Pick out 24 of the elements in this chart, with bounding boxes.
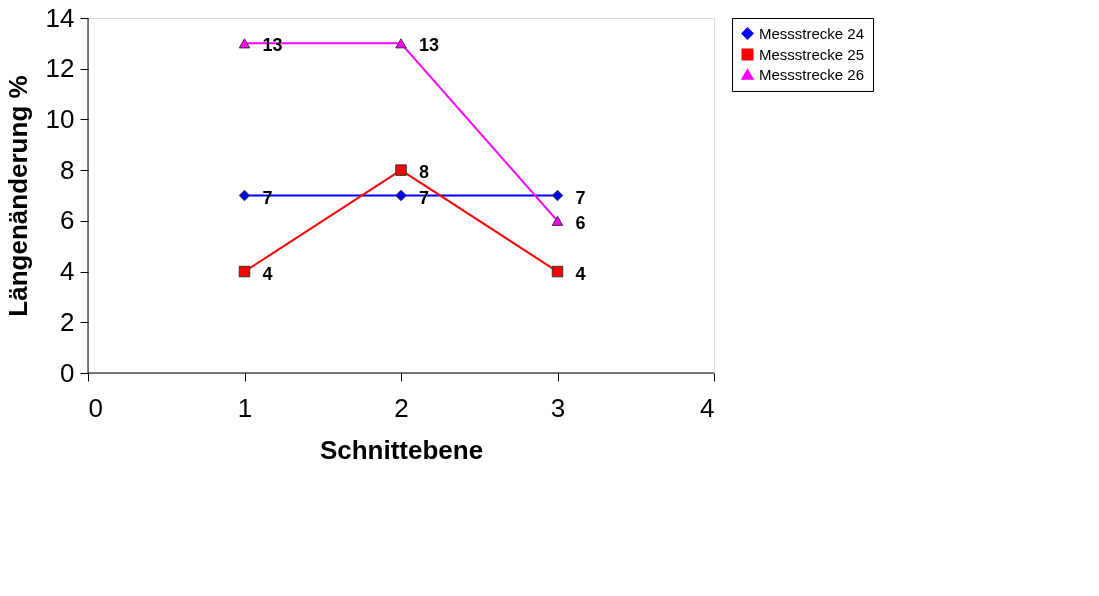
legend-label: Messstrecke 26 (759, 65, 865, 83)
x-tick-label: 2 (394, 392, 409, 423)
y-tick-label: 10 (45, 103, 75, 134)
y-tick-label: 14 (45, 2, 75, 33)
y-tick-label: 6 (60, 205, 75, 236)
y-tick-label: 4 (60, 256, 75, 287)
data-label: 4 (262, 263, 273, 284)
x-tick-label: 0 (88, 392, 103, 423)
x-axis-title: Schnittebene (319, 434, 484, 465)
y-tick-label: 2 (60, 306, 75, 337)
legend-label: Messstrecke 25 (759, 45, 865, 63)
y-axis-title: Längenänderung % (2, 75, 33, 317)
y-tick-label: 8 (60, 154, 75, 185)
x-tick-label: 3 (550, 392, 566, 423)
x-tick-label: 1 (237, 392, 253, 423)
data-label: 7 (575, 187, 586, 208)
data-label: 8 (419, 162, 430, 183)
data-label: 4 (575, 263, 586, 284)
data-label: 13 (419, 35, 440, 56)
legend-label: Messstrecke 24 (759, 24, 865, 42)
data-label: 6 (575, 212, 586, 233)
x-tick-label: 4 (700, 392, 715, 423)
y-tick-label: 0 (60, 357, 75, 388)
y-tick-label: 12 (45, 53, 75, 84)
